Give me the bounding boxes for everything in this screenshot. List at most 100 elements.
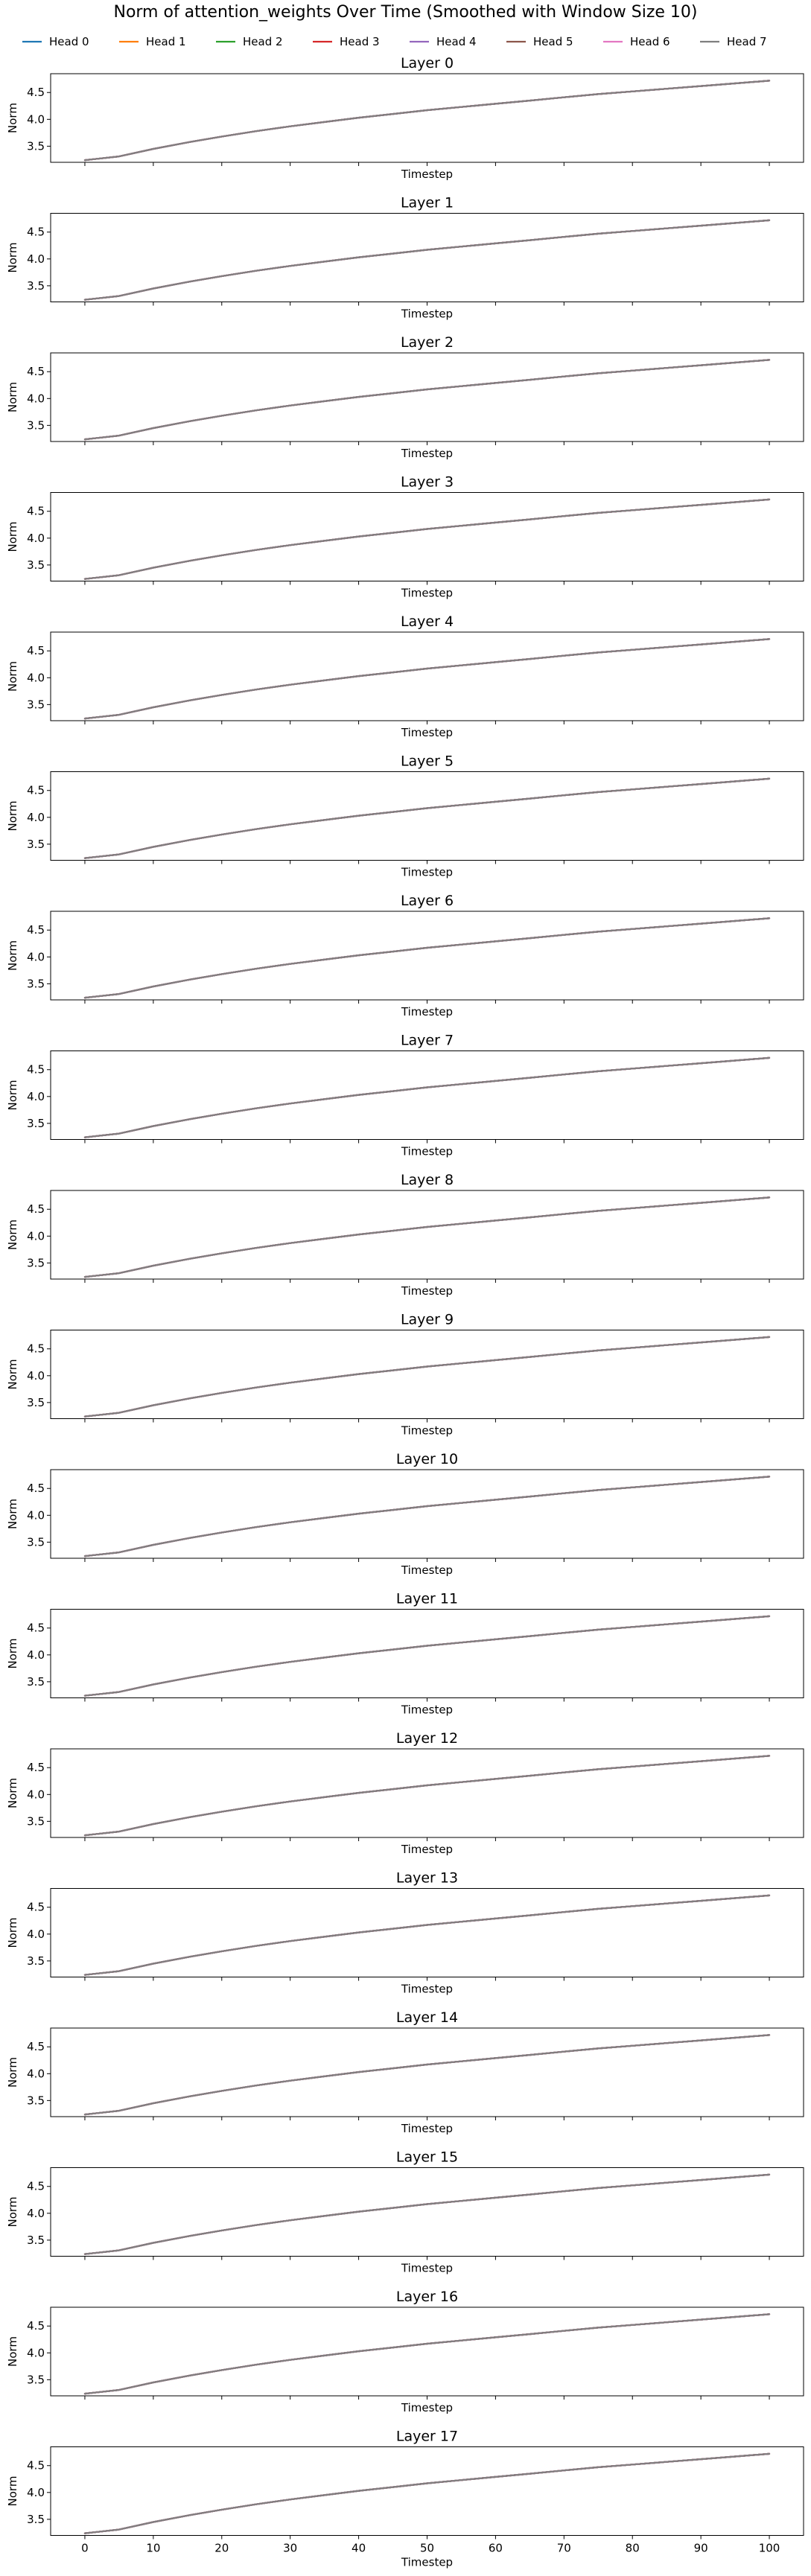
x-axis-label-14: Timestep [401,2122,453,2135]
series-line-10-7 [83,1476,771,1558]
panel-title-14: Layer 14 [396,2009,458,2026]
y-axis-label-9: Norm [6,1359,19,1390]
panel-title-6: Layer 6 [401,893,454,909]
series-line-16-5 [83,2313,771,2395]
series-line-4-0 [83,638,771,720]
series-line-13-0 [83,1894,771,1976]
series-line-10-4 [83,1476,771,1558]
x-tick-label-7: 70 [557,2542,571,2555]
series-line-9-0 [83,1336,771,1418]
y-tick-label-17-1: 4.0 [27,2486,45,2499]
y-tick-label-10-1: 4.0 [27,1508,45,1522]
y-tick-label-8-0: 3.5 [27,1256,45,1269]
series-line-4-6 [83,638,771,720]
y-tick-label-3-1: 4.0 [27,532,45,545]
series-line-3-5 [83,498,771,580]
legend-label-2: Head 2 [243,35,283,48]
series-line-14-3 [83,2034,771,2116]
series-line-13-1 [83,1894,771,1976]
legend-label-1: Head 1 [146,35,186,48]
series-line-2-2 [83,359,771,441]
y-tick-label-6-2: 4.5 [27,923,45,937]
series-line-10-1 [83,1476,771,1558]
series-line-8-7 [83,1196,771,1278]
series-line-8-0 [83,1196,771,1278]
series-line-1-7 [83,219,771,301]
series-line-1-4 [83,219,771,301]
y-tick-label-15-2: 4.5 [27,2180,45,2193]
series-line-11-2 [83,1615,771,1697]
series-line-14-2 [83,2034,771,2116]
series-line-8-4 [83,1196,771,1278]
series-line-5-6 [83,777,771,859]
y-tick-label-12-1: 4.0 [27,1788,45,1801]
series-line-1-3 [83,219,771,301]
series-line-10-5 [83,1476,771,1558]
series-line-9-3 [83,1336,771,1418]
y-tick-label-3-0: 3.5 [27,558,45,572]
panel-frame-13 [50,1888,804,1977]
x-axis-label-9: Timestep [401,1424,453,1438]
series-line-5-1 [83,777,771,859]
panel-title-16: Layer 16 [396,2289,458,2305]
x-tick-label-4: 40 [352,2542,366,2555]
y-tick-label-6-0: 3.5 [27,977,45,990]
y-tick-label-1-2: 4.5 [27,226,45,239]
x-tick-label-9: 90 [694,2542,708,2555]
y-axis-label-17: Norm [6,2476,19,2507]
series-line-6-6 [83,917,771,999]
y-tick-label-5-0: 3.5 [27,838,45,851]
series-line-16-2 [83,2313,771,2395]
legend-label-3: Head 3 [340,35,380,48]
y-tick-label-14-2: 4.5 [27,2040,45,2053]
x-tick-label-3: 30 [283,2542,297,2555]
series-line-16-7 [83,2313,771,2395]
y-tick-label-13-0: 3.5 [27,1954,45,1968]
y-tick-label-2-0: 3.5 [27,418,45,432]
y-tick-label-2-2: 4.5 [27,365,45,378]
series-line-9-6 [83,1336,771,1418]
y-axis-label-1: Norm [6,243,19,273]
series-line-12-7 [83,1755,771,1837]
y-axis-label-8: Norm [6,1220,19,1250]
series-line-8-6 [83,1196,771,1278]
series-line-15-7 [83,2173,771,2255]
series-line-5-3 [83,777,771,859]
x-axis-label-6: Timestep [401,1005,453,1018]
y-tick-label-14-0: 3.5 [27,2094,45,2107]
x-axis-label-8: Timestep [401,1284,453,1298]
series-line-17-2 [83,2452,771,2534]
series-line-12-6 [83,1755,771,1837]
panel-title-11: Layer 11 [396,1591,458,1607]
series-line-4-4 [83,638,771,720]
series-line-10-2 [83,1476,771,1558]
series-line-13-4 [83,1894,771,1976]
series-line-9-2 [83,1336,771,1418]
y-tick-label-16-1: 4.0 [27,2346,45,2359]
y-axis-label-3: Norm [6,522,19,552]
y-tick-label-9-2: 4.5 [27,1342,45,1356]
series-line-5-4 [83,777,771,859]
panel-title-3: Layer 3 [401,474,454,491]
panel-title-0: Layer 0 [401,55,454,71]
y-axis-label-15: Norm [6,2197,19,2228]
series-line-6-0 [83,917,771,999]
panel-frame-8 [50,1190,804,1280]
y-axis-label-16: Norm [6,2336,19,2367]
series-line-0-5 [83,80,771,162]
legend-label-7: Head 7 [727,35,767,48]
y-tick-label-17-2: 4.5 [27,2459,45,2473]
y-tick-label-15-1: 4.0 [27,2207,45,2220]
x-tick-label-2: 20 [214,2542,229,2555]
series-line-17-1 [83,2452,771,2534]
series-line-12-0 [83,1755,771,1837]
panel-frame-14 [50,2027,804,2117]
series-line-2-5 [83,359,771,441]
series-line-7-6 [83,1056,771,1138]
x-axis-label-15: Timestep [401,2262,453,2275]
y-tick-label-13-2: 4.5 [27,1901,45,1914]
series-line-14-7 [83,2034,771,2116]
series-line-4-1 [83,638,771,720]
series-line-17-6 [83,2452,771,2534]
x-axis-label-16: Timestep [401,2401,453,2414]
